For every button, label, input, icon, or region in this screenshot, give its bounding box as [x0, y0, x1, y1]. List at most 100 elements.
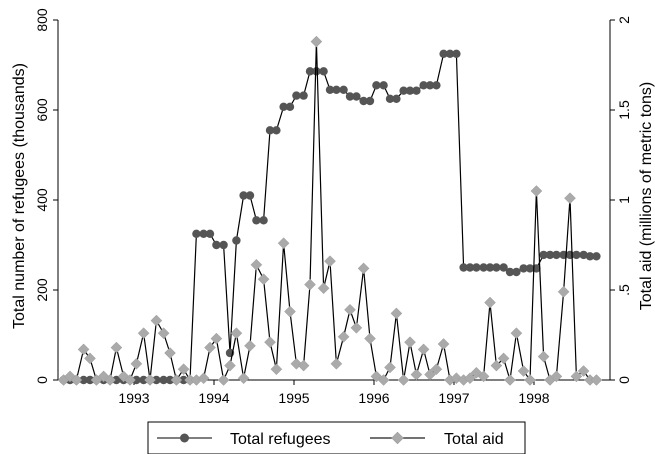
- data-point: [179, 375, 188, 385]
- data-point: [519, 264, 528, 273]
- data-point: [550, 370, 563, 383]
- data-point: [364, 332, 376, 345]
- data-point: [319, 67, 328, 76]
- data-point: [152, 375, 161, 385]
- y-left-tick-label: 600: [34, 98, 50, 122]
- legend-aid-marker: [391, 431, 404, 445]
- x-tick-label: 1997: [438, 390, 469, 406]
- data-point: [137, 327, 150, 340]
- data-point: [579, 250, 588, 260]
- data-point: [164, 347, 176, 359]
- data-point: [572, 250, 581, 260]
- data-point: [372, 81, 381, 90]
- data-point: [350, 321, 363, 334]
- data-point: [432, 81, 441, 90]
- data-point: [244, 339, 256, 352]
- data-point: [439, 49, 448, 58]
- data-point: [592, 252, 601, 261]
- data-point: [504, 374, 516, 386]
- data-point: [210, 332, 223, 345]
- data-point: [104, 374, 116, 386]
- data-point: [497, 352, 510, 365]
- data-point: [217, 374, 230, 386]
- data-point: [265, 126, 275, 135]
- data-point: [524, 374, 536, 386]
- data-point: [212, 240, 221, 250]
- data-point: [277, 237, 290, 250]
- data-point: [237, 372, 250, 385]
- legend-aid-label: Total aid: [444, 431, 504, 448]
- legend: Total refugees Total aid: [147, 421, 526, 454]
- data-point: [379, 81, 388, 90]
- data-point: [464, 372, 476, 385]
- data-point: [552, 250, 561, 260]
- data-point: [337, 330, 350, 343]
- y-right-tick-label: .5: [616, 284, 632, 296]
- data-point: [430, 363, 443, 376]
- data-point: [232, 236, 241, 245]
- data-point: [490, 359, 503, 372]
- y-axis-left-title: Total number of refugees (thousands): [11, 63, 28, 329]
- data-point: [79, 375, 88, 385]
- data-point: [390, 307, 403, 320]
- data-point: [77, 343, 90, 356]
- data-point: [459, 263, 468, 272]
- data-point: [590, 374, 603, 386]
- data-point: [264, 336, 276, 349]
- y-right-tick-label: 0: [616, 376, 632, 384]
- data-point: [357, 262, 370, 275]
- data-point: [330, 357, 343, 370]
- data-point: [392, 94, 401, 104]
- data-point: [245, 191, 255, 200]
- data-point: [404, 336, 416, 349]
- data-point: [512, 267, 521, 277]
- data-point: [299, 91, 308, 100]
- data-point: [144, 374, 156, 386]
- x-tick-label: 1995: [278, 390, 309, 406]
- series-total-refugees: [59, 49, 601, 385]
- data-point: [472, 263, 481, 272]
- data-point: [477, 370, 490, 383]
- x-tick-label: 1993: [118, 390, 149, 406]
- series-total-aid: [57, 35, 603, 386]
- y-right-tick-label: 1.5: [616, 100, 632, 120]
- y-left-tick-label: 400: [34, 188, 50, 212]
- legend-refugees-label: Total refugees: [230, 431, 331, 448]
- data-point: [279, 102, 288, 112]
- data-point: [284, 305, 296, 318]
- data-point: [132, 375, 141, 385]
- data-point: [399, 86, 408, 95]
- data-point: [70, 374, 83, 386]
- data-point: [199, 229, 208, 238]
- data-point: [192, 229, 201, 238]
- data-point: [484, 296, 496, 309]
- data-point: [224, 359, 236, 372]
- data-point: [344, 303, 356, 316]
- data-point: [525, 264, 535, 273]
- y-axis-right-title: Total aid (millions of metric tons): [638, 82, 655, 311]
- data-point: [419, 81, 428, 90]
- y-left-tick-label: 0: [34, 376, 50, 384]
- data-point: [325, 85, 335, 95]
- data-point: [332, 85, 341, 95]
- data-point: [157, 327, 170, 340]
- data-point: [165, 375, 175, 385]
- data-point: [272, 126, 281, 135]
- data-point: [479, 263, 488, 272]
- data-point: [150, 314, 163, 327]
- data-point: [537, 350, 550, 363]
- data-point: [505, 267, 515, 277]
- data-point: [339, 85, 348, 95]
- legend-refugees-marker: [180, 433, 189, 443]
- data-point: [292, 91, 301, 100]
- data-point: [570, 370, 583, 383]
- data-point: [84, 352, 96, 365]
- y-left-tick-label: 200: [34, 278, 50, 302]
- data-point: [557, 285, 570, 298]
- data-point: [530, 185, 543, 197]
- data-point: [365, 96, 375, 106]
- data-point: [285, 102, 295, 112]
- data-point: [204, 341, 216, 354]
- data-point: [564, 192, 576, 205]
